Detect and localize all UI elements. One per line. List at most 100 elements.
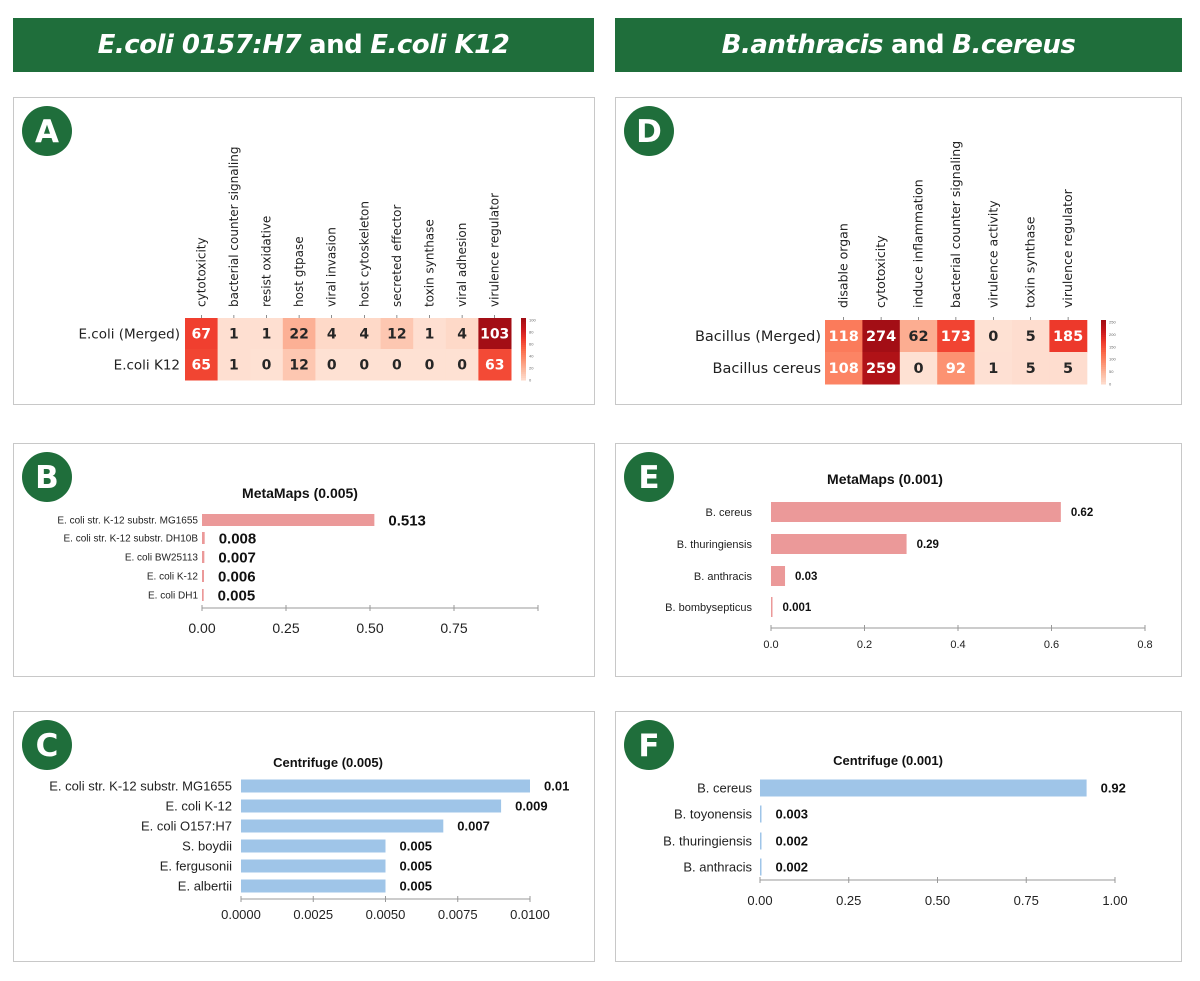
heatmap-cell-value: 274 [866,329,896,345]
colorbar-segment [1101,326,1106,330]
heatmap-cell [478,349,512,381]
bar [202,589,204,601]
colorbar-segment [521,326,526,329]
bar-value-label: 0.001 [783,602,812,614]
colorbar-segment [1101,369,1106,372]
heatmap-cell-value: 1 [262,327,272,343]
x-tick-label: 0.0050 [366,907,406,922]
x-tick-label: 0.0100 [510,907,550,922]
bar-value-label: 0.62 [1071,507,1093,519]
heatmap-cell-value: 4 [457,327,467,343]
colorbar-segment [521,320,526,323]
x-tick-label: 0.50 [356,620,383,636]
bar-value-label: 0.005 [400,839,433,854]
heatmap-cell-value: 0 [913,361,923,377]
colorbar-segment [1101,356,1106,359]
x-tick-label: 0.0075 [438,907,478,922]
heatmap-cell-value: 0 [457,358,467,374]
panel-label: E [638,460,659,496]
heatmap-cell-value: 4 [327,327,337,343]
header-join: and [309,30,363,60]
bar-category-label: E. coli DH1 [148,591,198,602]
colorbar-segment [1101,332,1106,336]
colorbar-segment [1101,334,1106,338]
colorbar-segment [1101,364,1106,368]
heatmap-row-label: E.coli (Merged) [78,327,180,343]
heatmap-cell-value: 5 [1026,329,1036,345]
heatmap-cell-value: 0 [262,358,272,374]
bar [771,534,907,554]
colorbar-segment [521,377,526,381]
x-tick-label: 0.50 [925,893,950,908]
colorbar-tick-label: 20 [529,365,534,370]
bar-category-label: E. coli O157:H7 [141,819,232,834]
heatmap-cell [217,349,251,381]
heatmap-cell [348,349,382,381]
bar-category-label: E. coli str. K-12 substr. MG1655 [57,516,198,527]
heatmap-cell-value: 12 [289,358,308,374]
colorbar-segment [521,340,526,344]
bar-category-label: E. coli K-12 [147,572,199,583]
heatmap-cell-value: 0 [988,329,998,345]
bar-chart-f: Centrifuge (0.001) B. cereus 0.92 B. toyone… [663,753,1128,908]
heatmap-cell [937,352,976,385]
heatmap-cell-value: 1 [425,327,435,343]
bar-value-label: 0.008 [219,530,257,547]
bar-chart-e: MetaMaps (0.001) B. cereus 0.62 B. thuringi… [665,471,1152,651]
colorbar-segment [521,367,526,371]
colorbar-segment [521,357,526,360]
bar-category-label: B. thuringiensis [663,834,752,849]
colorbar-segment [1101,337,1106,340]
colorbar-segment [1101,328,1106,332]
heatmap-cell [478,318,512,350]
heatmap-cell-value: 173 [941,329,971,345]
heatmap-cell [413,318,447,350]
heatmap-cell [282,318,316,350]
heatmap-cell-value: 108 [829,361,859,377]
colorbar-segment [521,365,526,369]
colorbar-segment [521,349,526,352]
heatmap-cell-value: 118 [829,329,859,345]
bar [202,551,205,563]
bar [202,514,375,526]
bar-value-label: 0.007 [218,549,256,566]
heatmap-cell-value: 103 [480,327,509,343]
colorbar-segment [1101,379,1106,383]
chart-title: Centrifuge (0.005) [273,755,383,770]
heatmap-cell [974,352,1013,385]
heatmap-cell-value: 5 [1063,361,1073,377]
bar-category-label: B. anthracis [683,860,752,875]
panel-label-badge [22,452,72,502]
colorbar-segment [1101,347,1106,351]
heatmap-cell-value: 1 [229,358,239,374]
colorbar-tick-label: 250 [1109,319,1116,324]
colorbar-segment [1101,381,1106,385]
bar [760,858,762,876]
colorbar-segment [1101,375,1106,379]
heatmap-cell-value: 65 [192,358,211,374]
bar-category-label: B. anthracis [694,571,753,583]
heatmap-cell [445,349,479,381]
heatmap-cell [380,318,414,350]
heatmap-cell-value: 12 [387,327,406,343]
bar-category-label: B. cereus [706,507,753,519]
heatmap-column-label: cytotoxicity [194,237,208,307]
bar [241,799,502,813]
colorbar-segment [1101,358,1106,362]
colorbar-segment [1101,371,1106,374]
x-tick-label: 0.0025 [293,907,333,922]
heatmap-cell-value: 0 [327,358,337,374]
panel-c [13,711,595,962]
chart-title: Centrifuge (0.001) [833,753,943,768]
chart-title: MetaMaps (0.005) [242,485,358,501]
colorbar-tick-label: 150 [1109,344,1116,349]
heatmap-cell [250,318,284,350]
heatmap-cell [1049,352,1088,385]
colorbar-segment [1101,362,1106,366]
heatmap-cell [185,318,219,350]
heatmap-column-label: secreted effector [390,205,404,307]
header-ecoli: E.coli 0157:H7 and E.coli K12 [13,18,594,72]
colorbar-segment [1101,320,1106,323]
heatmap-cell [348,318,382,350]
x-tick-label: 0.00 [188,620,215,636]
